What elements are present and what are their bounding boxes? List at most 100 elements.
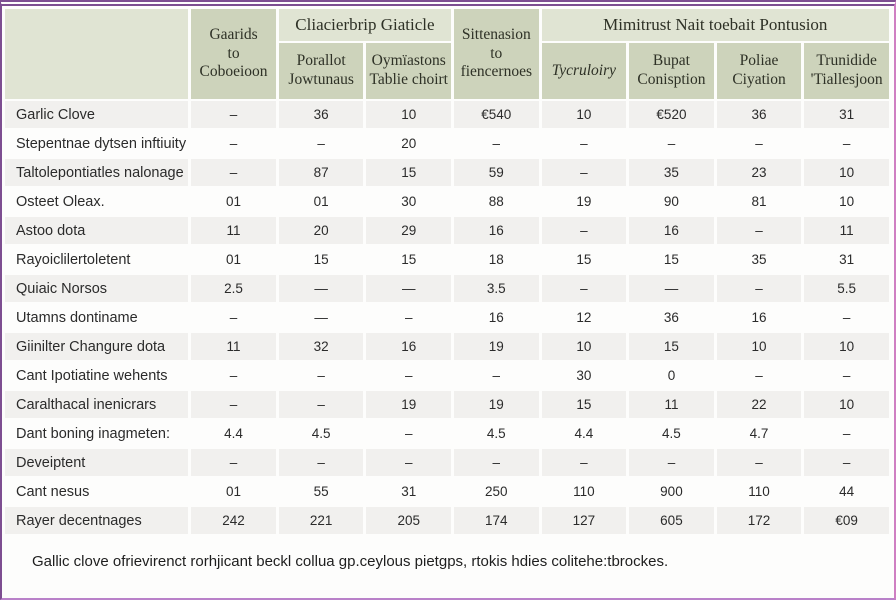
cell-value: 18 [454,246,539,273]
cell-value: 31 [804,246,889,273]
cell-value: 900 [629,478,714,505]
cell-value: – [629,130,714,157]
cell-value: 19 [366,391,451,418]
cell-value: – [716,275,802,302]
cell-value: 55 [278,478,364,505]
cell-value: 15 [629,333,714,360]
cell-value: 15 [278,246,364,273]
cell-value: 36 [716,101,802,128]
cell-value: – [454,362,539,389]
table-row: Caralthacal inenicrars – –19 19 15 11 22 10 [5,391,889,418]
cell-value: 10 [716,333,802,360]
cell-value: 81 [716,188,802,215]
cell-value: – [541,159,627,186]
cell-value: – [191,449,276,476]
cell-value: 19 [454,333,539,360]
cell-value: – [454,449,539,476]
cell-value: 11 [804,217,889,244]
cell-value: 4.5 [454,420,539,447]
cell-value: – [541,275,627,302]
cell-value: 15 [366,246,451,273]
cell-value: 19 [541,188,627,215]
cell-value: 4.4 [191,420,276,447]
cell-value: – [191,304,276,331]
cell-value: 10 [804,159,889,186]
table-row: Taltolepontiatles nalonage –87 15 59–35 23 10 [5,159,889,186]
table-row: Osteet Oleax. 01 01 30 88 19 90 81 10 [5,188,889,215]
cell-value: – [191,159,276,186]
cell-value: – [278,130,364,157]
cell-value: 36 [278,101,364,128]
cell-value: 250 [454,478,539,505]
group-header-1: Cliacierbrip Giaticle [278,9,451,41]
table-header: Gaarids to Coboeioon Cliacierbrip Giatic… [5,9,889,99]
col-header-5: Tycruloiry [541,43,627,99]
cell-value: 11 [191,217,276,244]
table-row: Utamns dontiname – — –16 12 36 16– [5,304,889,331]
cell-value: 35 [716,246,802,273]
cell-value: 35 [629,159,714,186]
row-label: Astoo dota [5,217,189,244]
cell-value: 605 [629,507,714,534]
cell-value: 36 [629,304,714,331]
cell-value: 16 [716,304,802,331]
cell-value: 110 [541,478,627,505]
cell-value: 90 [629,188,714,215]
cell-value: — [278,275,364,302]
cell-value: 01 [191,246,276,273]
cell-value: 16 [629,217,714,244]
data-table: Gaarids to Coboeioon Cliacierbrip Giatic… [2,7,892,536]
cell-value: – [804,449,889,476]
row-label: Taltolepontiatles nalonage [5,159,189,186]
cell-value: 127 [541,507,627,534]
table-row: Garlic Clove –36 10 €540 10 €520 36 31 [5,101,889,128]
cell-value: 4.7 [716,420,802,447]
cell-value: 3.5 [454,275,539,302]
cell-value: 0 [629,362,714,389]
cell-value: 4.4 [541,420,627,447]
cell-value: – [716,217,802,244]
cell-value: 10 [541,333,627,360]
cell-value: €09 [804,507,889,534]
cell-value: – [278,362,364,389]
col-header-1: Gaarids to Coboeioon [191,9,276,99]
cell-value: 15 [629,246,714,273]
cell-value: – [804,304,889,331]
cell-value: – [804,130,889,157]
cell-value: 22 [716,391,802,418]
row-label: Deveiptent [5,449,189,476]
col-header-8: Trunidide 'Tiallesjoon [804,43,889,99]
cell-value: 11 [191,333,276,360]
cell-value: 11 [629,391,714,418]
cell-value: 15 [541,246,627,273]
cell-value: – [716,362,802,389]
table-row: Cant nesus 01 55 31 250 110 900 110 44 [5,478,889,505]
cell-value: – [366,304,451,331]
row-label: Rayer decentnages [5,507,189,534]
cell-value: – [804,362,889,389]
cell-value: 01 [191,478,276,505]
cell-value: 205 [366,507,451,534]
cell-value: 10 [804,333,889,360]
cell-value: – [191,391,276,418]
table-row: Rayoiclilertoletent 01 15 15 18 15 15 35 31 [5,246,889,273]
cell-value: – [366,362,451,389]
row-label: Cant nesus [5,478,189,505]
cell-value: 221 [278,507,364,534]
col-header-6: Bupat Conisption [629,43,714,99]
cell-value: – [716,130,802,157]
cell-value: 16 [454,304,539,331]
cell-value: 15 [541,391,627,418]
cell-value: 01 [191,188,276,215]
table-row: Quiaic Norsos 2.5— —3.5– — –5.5 [5,275,889,302]
cell-value: 01 [278,188,364,215]
cell-value: 31 [366,478,451,505]
table-row: Giinilter Changure dota 11 32 16 19 10 15 10 10 [5,333,889,360]
cell-value: 4.5 [278,420,364,447]
cell-value: 10 [541,101,627,128]
row-label: Stepentnae dytsen inftiuity [5,130,189,157]
cell-value: – [716,449,802,476]
cell-value: – [541,130,627,157]
cell-value: – [541,217,627,244]
